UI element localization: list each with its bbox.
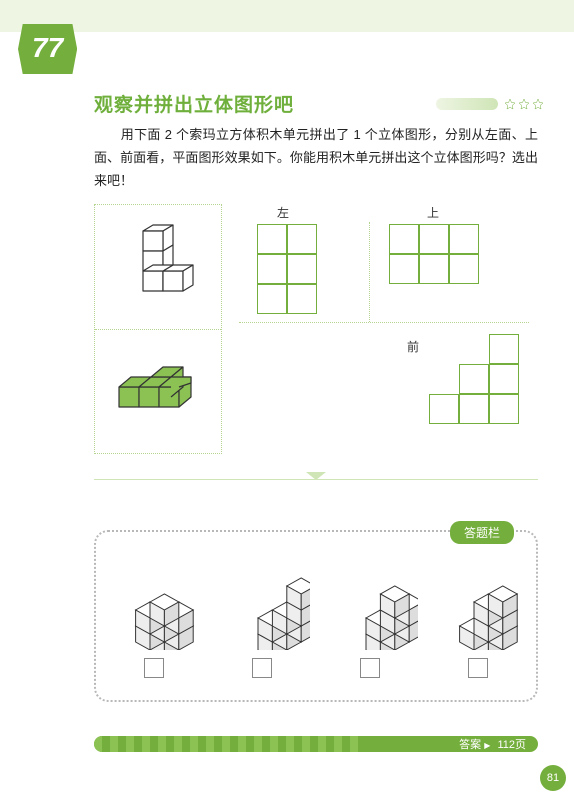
grid-cell (429, 394, 459, 424)
problem-text-content: 用下面 2 个索玛立方体积木单元拼出了 1 个立体图形，分别从左面、上面、前面看… (94, 127, 538, 188)
footer-bar: 答案 ▶ 112页 (94, 736, 538, 752)
grid-cell (489, 364, 519, 394)
grid-cell (459, 364, 489, 394)
title-row: 观察并拼出立体图形吧 (94, 90, 544, 117)
difficulty-indicator (436, 98, 544, 110)
view-label-left: 左 (277, 204, 289, 221)
answer-reference: 答案 ▶ 112页 (459, 736, 526, 752)
grid-cell (257, 224, 287, 254)
option-checkbox[interactable] (252, 658, 272, 678)
guide-line (369, 222, 370, 322)
triangle-icon: ▶ (484, 741, 490, 750)
grid-cell (287, 254, 317, 284)
soma-piece-1 (123, 221, 195, 317)
grid-cell (389, 224, 419, 254)
guide-line (239, 322, 529, 323)
answer-option[interactable] (104, 550, 204, 678)
grid-cell (257, 284, 287, 314)
view-label-top: 上 (427, 204, 439, 221)
grid-cell (287, 224, 317, 254)
grid-cell (287, 284, 317, 314)
star-icon (518, 98, 530, 110)
page-number-badge: 81 (540, 765, 566, 791)
grid-cell (489, 334, 519, 364)
answer-page: 112页 (497, 739, 526, 751)
grid-cell (257, 254, 287, 284)
grid-cell (449, 254, 479, 284)
grid-cell (459, 394, 489, 424)
top-pattern-strip (0, 0, 574, 32)
problem-number-badge: 77 (18, 24, 77, 74)
answer-panel-label: 答题栏 (450, 521, 514, 544)
footer-pattern (94, 736, 360, 752)
option-figure (430, 550, 526, 650)
option-checkbox[interactable] (144, 658, 164, 678)
answer-panel: 答题栏 (94, 530, 538, 702)
page-title: 观察并拼出立体图形吧 (94, 90, 294, 117)
grid-cell (449, 224, 479, 254)
star-icon (504, 98, 516, 110)
soma-pieces-panel (94, 204, 222, 454)
answer-option[interactable] (320, 550, 420, 678)
option-figure (214, 550, 310, 650)
page-number: 81 (547, 772, 559, 784)
chevron-down-icon (306, 472, 326, 480)
problem-text: 用下面 2 个索玛立方体积木单元拼出了 1 个立体图形，分别从左面、上面、前面看… (94, 124, 538, 192)
panel-divider (95, 329, 221, 330)
view-label-front: 前 (407, 338, 419, 355)
answer-option[interactable] (428, 550, 528, 678)
soma-piece-2 (111, 353, 211, 423)
option-figure (106, 550, 202, 650)
grid-cell (489, 394, 519, 424)
answer-option[interactable] (212, 550, 312, 678)
answer-label: 答案 (459, 739, 481, 751)
grid-cell (419, 224, 449, 254)
grid-cell (389, 254, 419, 284)
star-bar (436, 98, 498, 110)
section-separator (94, 472, 538, 488)
option-figure (322, 550, 418, 650)
option-checkbox[interactable] (468, 658, 488, 678)
option-checkbox[interactable] (360, 658, 380, 678)
star-icon (532, 98, 544, 110)
grid-cell (419, 254, 449, 284)
problem-number: 77 (32, 32, 63, 63)
